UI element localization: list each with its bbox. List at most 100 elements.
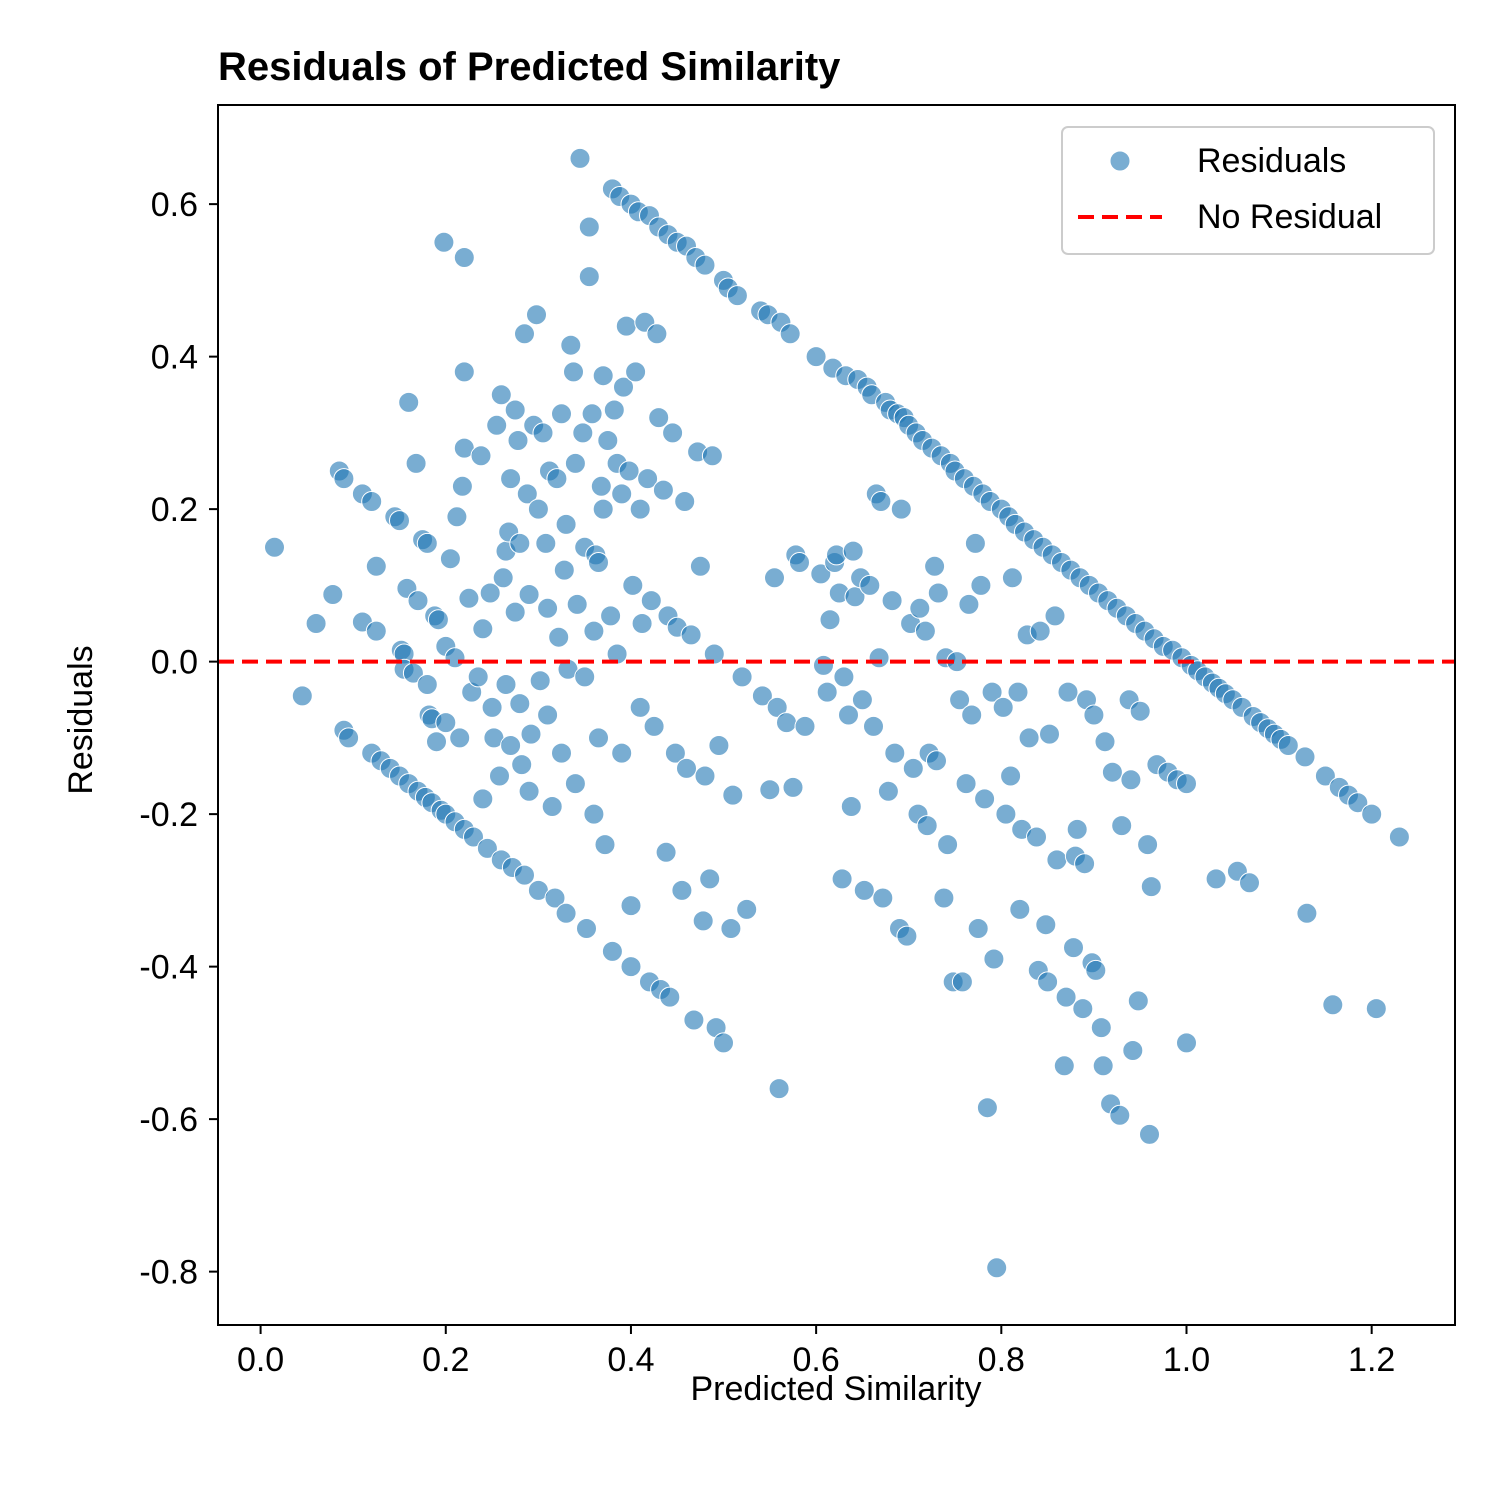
residual-point [1053, 1055, 1075, 1077]
residual-point [527, 498, 549, 520]
residual-point [726, 285, 748, 307]
residual-point [507, 430, 529, 451]
residual-point [405, 452, 427, 474]
residual-point [1296, 902, 1318, 924]
residual-point [1111, 815, 1133, 837]
residual-point [659, 986, 681, 1008]
plot-area-frame [217, 104, 1456, 1326]
scatter-points [264, 147, 1410, 1279]
residual-point [863, 715, 884, 737]
residual-point [622, 574, 644, 596]
residual-point [794, 715, 816, 737]
x-tick-label: 0.4 [607, 1341, 654, 1379]
residual-point [451, 475, 473, 497]
residual-point [676, 757, 697, 779]
y-tick-label: 0.4 [151, 339, 198, 377]
legend-frame [1061, 126, 1435, 255]
residual-point [1122, 1040, 1144, 1061]
residual-point [789, 552, 810, 573]
residual-point [1018, 727, 1040, 749]
residual-point [592, 498, 614, 520]
residual-point [470, 445, 492, 467]
residual-point [566, 593, 588, 615]
residual-point [731, 666, 753, 688]
residual-point [449, 727, 471, 749]
residual-point [1388, 826, 1410, 848]
residual-point [564, 452, 586, 474]
y-axis-label: Residuals [62, 645, 100, 794]
residual-point [816, 681, 838, 703]
residual-point [548, 626, 570, 648]
residual-point [520, 723, 542, 745]
residual-point [1037, 971, 1059, 993]
residual-point [1137, 834, 1159, 856]
residual-point [407, 590, 429, 612]
x-axis: 0.0 0.2 0.4 0.6 0.8 1.0 1.2 [237, 1325, 1395, 1379]
residual-point [937, 834, 959, 856]
legend-label-residuals: Residuals [1197, 142, 1346, 180]
residual-point [361, 491, 383, 512]
residual-point [537, 704, 559, 726]
residual-point [569, 147, 591, 169]
residual-point [648, 407, 670, 429]
residual-point [713, 1032, 734, 1054]
x-tick-label: 1.0 [1163, 1341, 1210, 1379]
residual-point [1057, 681, 1079, 703]
residual-point [481, 696, 503, 718]
residual-point [486, 414, 508, 436]
residual-point [467, 666, 489, 688]
y-tick-label: -0.8 [139, 1254, 198, 1292]
residual-point [844, 586, 866, 608]
residual-point [896, 925, 918, 947]
residual-point [435, 712, 457, 734]
residual-point [613, 376, 634, 398]
residual-point [1000, 765, 1022, 787]
residual-point [643, 715, 665, 737]
residual-point [694, 254, 716, 276]
y-tick-label: -0.6 [139, 1101, 198, 1139]
residual-point [509, 532, 531, 554]
y-tick-label: -0.2 [139, 796, 198, 834]
residual-point [492, 567, 514, 589]
residual-point [671, 879, 693, 901]
residual-point [560, 334, 582, 356]
residual-point [1009, 898, 1031, 920]
residual-point [439, 548, 461, 570]
residual-point [264, 536, 285, 558]
y-axis: 0.6 0.4 0.2 0.0 -0.2 -0.4 -0.6 -0.8 [139, 186, 218, 1292]
residual-point [872, 887, 894, 909]
residual-point [683, 1009, 705, 1031]
residual-point [618, 460, 640, 482]
residual-point [453, 247, 475, 268]
residual-point [689, 555, 711, 577]
residual-point [708, 735, 730, 756]
residual-point [535, 532, 557, 554]
residual-point [701, 445, 723, 467]
residual-point [526, 304, 547, 326]
x-tick-label: 0.8 [978, 1341, 1025, 1379]
residual-point [652, 479, 674, 501]
residual-point [1127, 990, 1149, 1012]
residual-point [766, 696, 788, 718]
residual-point [902, 757, 924, 779]
x-tick-label: 0.0 [237, 1341, 284, 1379]
residual-point [986, 1257, 1008, 1279]
residual-point [692, 910, 714, 932]
residual-point [722, 784, 744, 806]
residual-point [578, 216, 600, 238]
x-tick-label: 1.2 [1348, 1341, 1395, 1379]
residual-point [805, 346, 827, 368]
residual-point [544, 887, 566, 909]
residual-point [694, 765, 716, 787]
residual-point [389, 510, 410, 532]
residual-point [365, 620, 387, 642]
residual-point [699, 868, 721, 890]
residual-point [555, 902, 577, 924]
residual-point [813, 654, 834, 676]
residual-point [976, 1097, 998, 1119]
residual-point [551, 403, 572, 425]
residual-point [1072, 998, 1094, 1020]
residual-point [611, 742, 633, 764]
legend-label-no-residual: No Residual [1197, 198, 1382, 236]
residual-point [504, 601, 526, 623]
